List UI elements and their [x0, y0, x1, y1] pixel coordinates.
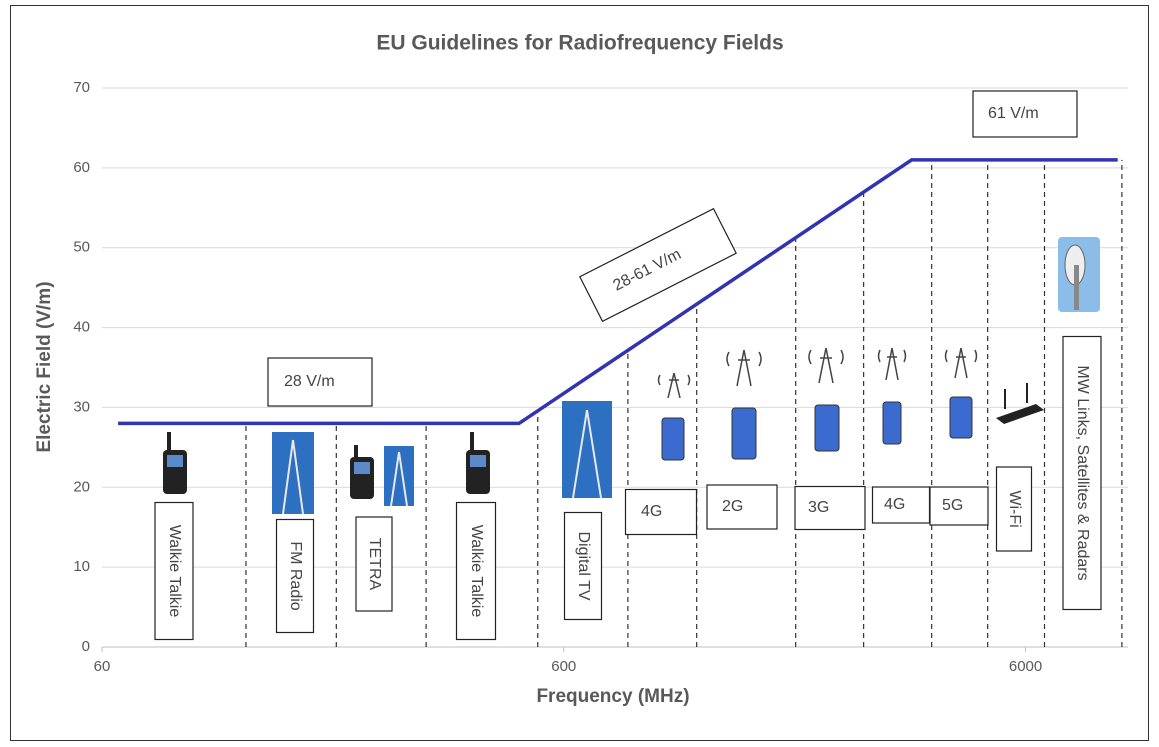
band-label-box: 3G: [795, 487, 865, 530]
annotation-box: 61 V/m: [973, 91, 1077, 137]
band-label: 5G: [942, 497, 963, 514]
band-label: 4G: [641, 503, 662, 520]
y-tick-label: 70: [73, 79, 90, 96]
y-tick-label: 30: [73, 398, 90, 415]
x-tick-label: 600: [551, 658, 576, 675]
band-label: TETRA: [366, 538, 383, 591]
band-label-box: 2G: [707, 485, 777, 529]
band-label: MW Links, Satellites & Radars: [1074, 365, 1091, 580]
band-label-box: FM Radio: [277, 520, 314, 633]
band-label: Digital TV: [575, 531, 592, 600]
band-label: 2G: [722, 498, 743, 515]
y-tick-label: 50: [73, 239, 90, 256]
chart-title: EU Guidelines for Radiofrequency Fields: [376, 32, 783, 55]
band-label-box: TETRA: [356, 517, 392, 611]
chart: EU Guidelines for Radiofrequency Fields …: [0, 0, 1159, 747]
y-tick-label: 0: [82, 638, 90, 655]
y-tick-label: 20: [73, 478, 90, 495]
label-box: [795, 487, 865, 530]
y-tick-label: 40: [73, 319, 90, 336]
x-tick-label: 6000: [1009, 658, 1042, 675]
band-label-box: Digital TV: [565, 513, 602, 620]
tower-photo: [272, 432, 314, 514]
y-axis-label: Electric Field (V/m): [34, 281, 55, 452]
band-label: Wi-Fi: [1006, 490, 1023, 527]
x-tick-label: 60: [94, 658, 111, 675]
x-axis-label: Frequency (MHz): [536, 686, 689, 707]
band-label-box: Wi-Fi: [997, 467, 1032, 551]
band-label-box: 4G: [626, 490, 697, 535]
band-label-box: 4G: [873, 487, 930, 523]
band-label: 4G: [884, 496, 905, 513]
band-label: Walkie Talkie: [468, 525, 485, 618]
band-label: FM Radio: [287, 541, 304, 610]
annotation: 61 V/m: [988, 105, 1039, 122]
y-tick-label: 10: [73, 558, 90, 575]
band-label: 3G: [808, 499, 829, 516]
band-label: Walkie Talkie: [166, 525, 183, 618]
band-label-box: Walkie Talkie: [457, 503, 496, 640]
y-tick-label: 60: [73, 159, 90, 176]
band-label-box: MW Links, Satellites & Radars: [1063, 337, 1101, 610]
tower-photo: [384, 446, 414, 506]
tower-photo: [562, 401, 612, 498]
band-label-box: Walkie Talkie: [155, 503, 193, 640]
annotation: 28 V/m: [284, 373, 335, 390]
band-label-box: 5G: [930, 487, 988, 525]
dish-icon: [1058, 237, 1100, 312]
annotation-box: 28 V/m: [268, 358, 372, 406]
